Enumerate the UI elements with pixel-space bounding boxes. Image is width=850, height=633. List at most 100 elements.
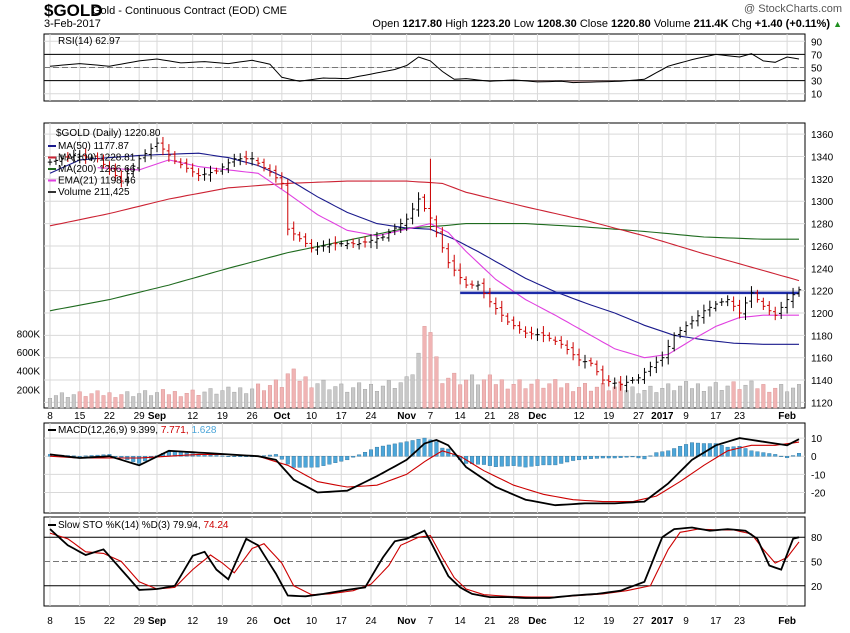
symbol-description: Gold - Continuous Contract (EOD) CME xyxy=(92,5,287,17)
macd-histogram-bar xyxy=(303,456,308,468)
x-axis-label-bottom: 19 xyxy=(603,616,615,627)
x-axis-label-bottom: 17 xyxy=(336,616,348,627)
volume-bar xyxy=(481,379,486,409)
volume-bar xyxy=(143,390,148,409)
ohlc-bar xyxy=(89,154,94,162)
x-axis-label-bottom: 14 xyxy=(455,616,467,627)
x-axis-label: Dec xyxy=(528,411,547,422)
volume-bar xyxy=(559,387,564,409)
ohlc-bar xyxy=(220,163,225,175)
x-axis-label: Oct xyxy=(273,411,290,422)
volume-bar xyxy=(154,392,159,409)
macd-histogram-bar xyxy=(511,456,516,466)
ohlc-bar xyxy=(517,321,522,334)
macd-histogram-bar xyxy=(487,456,492,466)
volume-bar xyxy=(440,383,445,409)
price-legend-item: MA(50) 1177.87 xyxy=(58,141,129,152)
volume-tick-label: 400K xyxy=(17,367,41,378)
x-axis-label-bottom: 12 xyxy=(187,616,199,627)
sto-d-value: 74.24 xyxy=(203,520,228,531)
ohlc-bar xyxy=(469,280,475,289)
ohlc-bar xyxy=(303,233,308,248)
macd-histogram-bar xyxy=(89,455,94,457)
macd-histogram-bar xyxy=(422,437,427,457)
ohlc-bar xyxy=(737,299,742,319)
ohlc-bar xyxy=(481,278,487,299)
ohlc-bar xyxy=(719,298,724,306)
ohlc-bar xyxy=(410,202,415,225)
exchange-text: CME xyxy=(262,5,288,17)
rsi-legend: RSI(14) 62.97 xyxy=(58,36,121,47)
macd-histogram-bar xyxy=(321,456,326,466)
macd-histogram-bar xyxy=(404,441,409,457)
volume-bar xyxy=(583,383,588,409)
volume-bar xyxy=(95,390,100,409)
x-axis-label: Feb xyxy=(778,411,796,422)
price-tick-label: 1240 xyxy=(811,264,834,275)
volume-bar xyxy=(487,374,492,409)
volume-bar xyxy=(523,388,528,409)
ohlc-bar xyxy=(345,240,350,250)
volume-bar xyxy=(767,391,772,409)
macd-histogram-bar xyxy=(131,456,136,462)
sto-tick-label: 50 xyxy=(811,558,823,569)
macd-histogram-bar xyxy=(369,449,374,457)
macd-histogram-bar xyxy=(297,456,302,468)
macd-histogram-bar xyxy=(654,452,659,457)
macd-histogram-bar xyxy=(577,456,582,461)
ohlc-bar xyxy=(511,316,516,330)
ohlc-bar xyxy=(232,153,237,167)
volume-bar xyxy=(333,386,338,409)
volume-bar xyxy=(297,380,302,409)
volume-bar xyxy=(250,388,255,409)
macd-histogram-bar xyxy=(238,456,243,457)
macd-legend: MACD(12,26,9) 9.399, 7.771, 1.628 xyxy=(58,425,217,436)
ohlc-bar xyxy=(404,213,409,231)
ohlc-bar xyxy=(671,332,677,352)
ohlc-bar xyxy=(529,326,534,340)
macd-histogram-bar xyxy=(351,456,356,458)
macd-histogram-bar xyxy=(279,456,284,460)
price-legend-item: MA(200) 1266.66 xyxy=(58,164,136,175)
price-tick-label: 1300 xyxy=(811,197,834,208)
sto-legend-prefix: Slow STO %K(14) %D(3) xyxy=(58,520,173,531)
volume-bar xyxy=(761,384,766,409)
ohlc-bar xyxy=(475,280,481,291)
ohlc-bar xyxy=(761,297,766,310)
volume-bar xyxy=(606,390,611,409)
price-tick-label: 1280 xyxy=(811,220,834,231)
ohlc-bar xyxy=(570,342,576,361)
volume-bar xyxy=(684,381,689,409)
macd-histogram-bar xyxy=(267,454,272,457)
chg-value: +1.40 (+0.11%) xyxy=(754,18,831,30)
volume-bar xyxy=(131,396,136,409)
macd-line xyxy=(49,437,800,507)
ohlc-bar xyxy=(434,215,439,238)
volume-bar xyxy=(797,384,802,409)
ohlc-bar xyxy=(131,163,136,177)
macd-tick-label: -10 xyxy=(811,470,826,481)
macd-histogram-bar xyxy=(731,446,736,457)
volume-bar xyxy=(707,386,712,409)
ohlc-bar xyxy=(273,165,279,183)
macd-histogram-bar xyxy=(374,446,379,457)
macd-histogram-bar xyxy=(624,456,629,458)
ohlc-bar xyxy=(154,137,160,153)
price-legend-title: $GOLD (Daily) 1220.80 xyxy=(56,128,161,139)
volume-bar xyxy=(648,385,653,409)
chg-label: Chg xyxy=(731,18,752,30)
x-axis-label-bottom: Dec xyxy=(528,616,547,627)
ohlc-bar xyxy=(416,192,421,217)
volume-bar xyxy=(285,373,290,409)
x-axis-label-bottom: 19 xyxy=(217,616,229,627)
macd-histogram-bar xyxy=(630,456,635,458)
ohlc-bar xyxy=(630,376,635,384)
ohlc-bar xyxy=(77,150,82,164)
volume-bar xyxy=(434,356,439,409)
macd-histogram-bar xyxy=(559,456,564,464)
macd-histogram-bar xyxy=(797,453,802,457)
volume-bar xyxy=(678,385,683,409)
macd-histogram-bar xyxy=(113,456,118,457)
ohlc-bar xyxy=(196,168,201,182)
volume-bar xyxy=(636,393,641,409)
